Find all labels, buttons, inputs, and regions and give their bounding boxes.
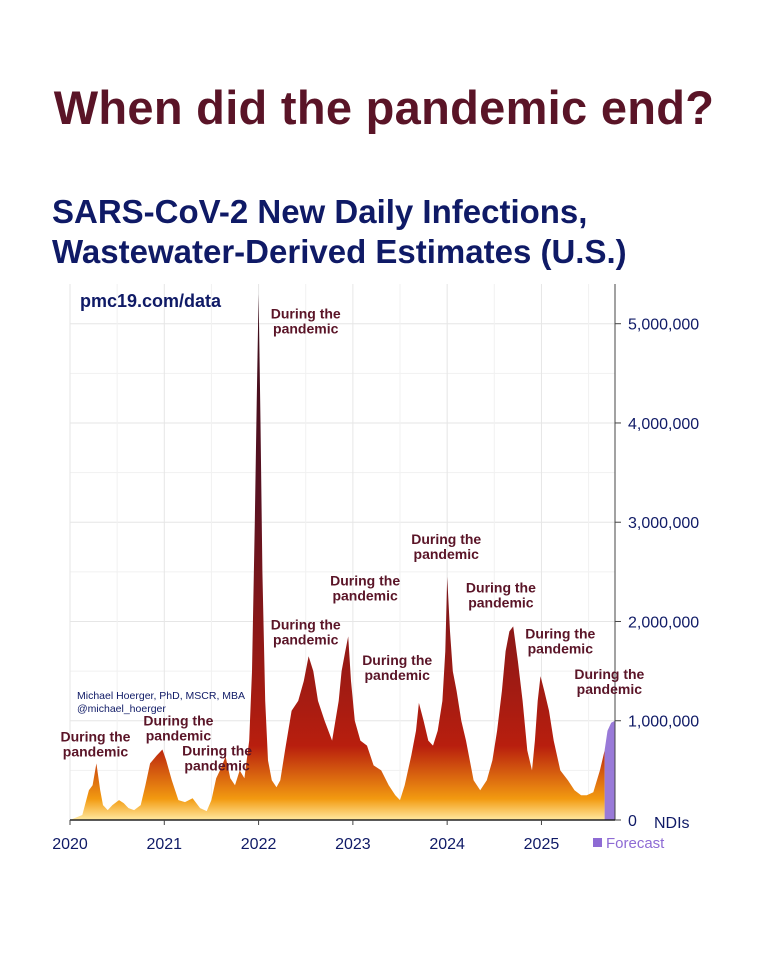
annotation-line: During the: [143, 713, 213, 729]
annotation-line: During the: [271, 306, 341, 322]
annotation-line: pandemic: [468, 595, 534, 611]
x-tick-label: 2024: [429, 836, 465, 853]
forecast-legend-label: Forecast: [606, 835, 665, 852]
annotation-line: During the: [271, 616, 341, 632]
annotation-line: During the: [330, 573, 400, 589]
y-tick-label: 3,000,000: [628, 515, 699, 532]
y-tick-label: 5,000,000: [628, 317, 699, 334]
headline: When did the pandemic end?: [53, 81, 715, 134]
forecast-area: [604, 720, 615, 820]
x-axis: 2020 2021 2022 2023 2024 2025: [52, 820, 559, 853]
annotation-line: During the: [411, 531, 481, 547]
annotation-line: During the: [466, 580, 536, 596]
y-axis: 0 1,000,000 2,000,000 3,000,000 4,000,000 5,0…: [615, 317, 699, 830]
annotation-line: pandemic: [184, 757, 250, 773]
x-tick-label: 2023: [335, 836, 371, 853]
y-tick-label: 4,000,000: [628, 416, 699, 433]
x-tick-label: 2021: [146, 836, 182, 853]
y-tick-label: 2,000,000: [628, 614, 699, 631]
x-tick-label: 2025: [524, 836, 560, 853]
chart-title-line-1: SARS-CoV-2 New Daily Infections,: [52, 193, 588, 230]
x-tick-label: 2020: [52, 836, 88, 853]
annotation-line: pandemic: [332, 588, 398, 604]
credit-name: Michael Hoerger, PhD, MSCR, MBA: [77, 690, 245, 702]
forecast-legend-swatch: [593, 838, 602, 847]
annotation-line: pandemic: [577, 681, 643, 697]
annotation-line: During the: [60, 729, 130, 745]
x-tick-label: 2022: [241, 836, 277, 853]
annotation-line: pandemic: [273, 321, 339, 337]
y-tick-label: 1,000,000: [628, 714, 699, 731]
chart-title: SARS-CoV-2 New Daily Infections, Wastewa…: [52, 192, 752, 272]
credit-handle: @michael_hoerger: [77, 703, 166, 715]
annotation-line: During the: [574, 666, 644, 682]
chart-title-line-2: Wastewater-Derived Estimates (U.S.): [52, 233, 627, 270]
y-tick-label: 0: [628, 813, 637, 830]
source-label: pmc19.com/data: [80, 291, 222, 311]
annotation-line: During the: [362, 652, 432, 668]
annotation-line: pandemic: [273, 631, 339, 647]
annotation-line: pandemic: [414, 546, 480, 562]
annotation-line: pandemic: [63, 744, 129, 760]
y-unit-label: NDIs: [654, 815, 690, 832]
annotation-line: pandemic: [365, 667, 431, 683]
annotation-line: pandemic: [146, 728, 212, 744]
annotation-line: During the: [182, 742, 252, 758]
infections-area: [70, 293, 605, 820]
annotation-line: pandemic: [528, 640, 594, 656]
annotation-line: During the: [525, 625, 595, 641]
